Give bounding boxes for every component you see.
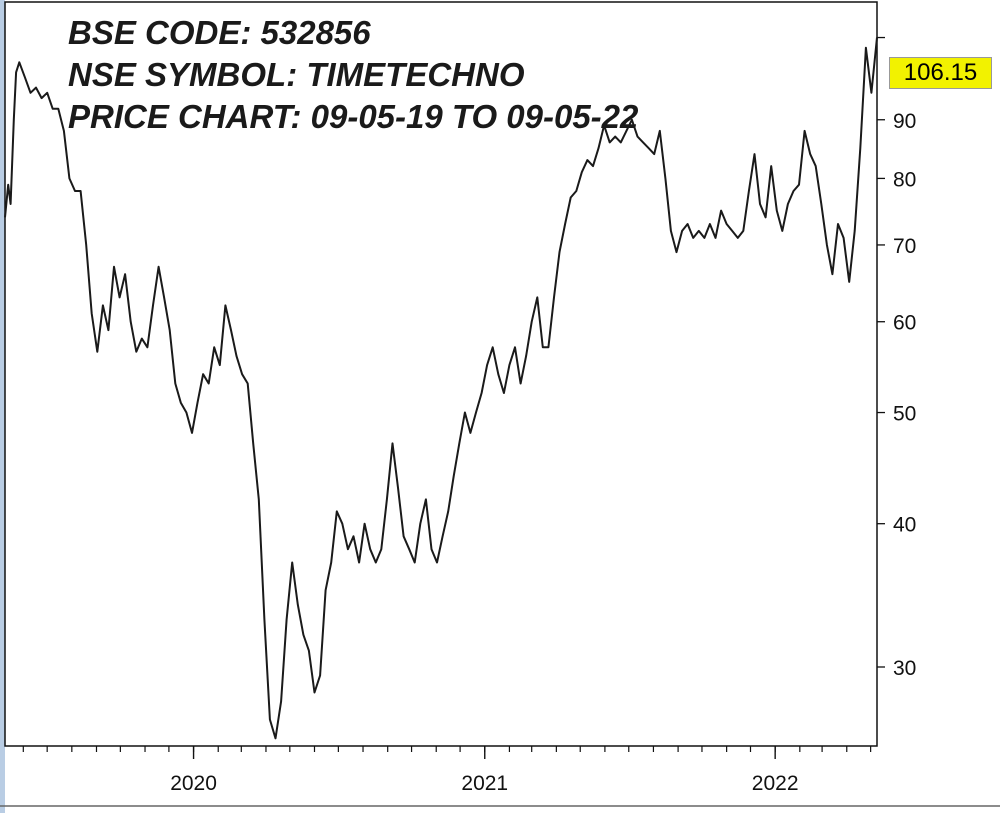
y-tick-label: 50 (893, 403, 916, 426)
y-tick-label: 60 (893, 312, 916, 335)
x-tick-label: 2021 (461, 772, 508, 795)
y-tick-label: 90 (893, 110, 916, 133)
y-tick-label: 30 (893, 657, 916, 680)
x-axis: 2020 2021 2022 (170, 746, 799, 795)
left-edge-strip (0, 0, 5, 813)
nse-symbol-label: NSE SYMBOL: TIMETECHNO (68, 56, 525, 93)
x-tick-label: 2022 (752, 772, 799, 795)
x-tick-label: 2020 (170, 772, 217, 795)
last-price-badge: 106.15 (889, 57, 992, 89)
y-axis: 30 40 50 60 70 80 90 (877, 36, 916, 680)
bse-code-label: BSE CODE: 532856 (68, 14, 371, 51)
chart-period-title: PRICE CHART: 09-05-19 TO 09-05-22 (68, 98, 639, 135)
plot-frame (4, 1, 878, 747)
price-line (4, 37, 878, 740)
y-tick-label: 70 (893, 235, 916, 258)
y-tick-label: 40 (893, 514, 916, 537)
series-layer (4, 37, 878, 740)
y-tick-label: 80 (893, 168, 916, 191)
